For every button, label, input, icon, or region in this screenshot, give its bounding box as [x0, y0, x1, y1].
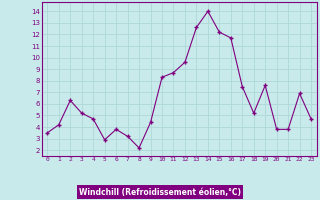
Text: Windchill (Refroidissement éolien,°C): Windchill (Refroidissement éolien,°C): [79, 188, 241, 196]
